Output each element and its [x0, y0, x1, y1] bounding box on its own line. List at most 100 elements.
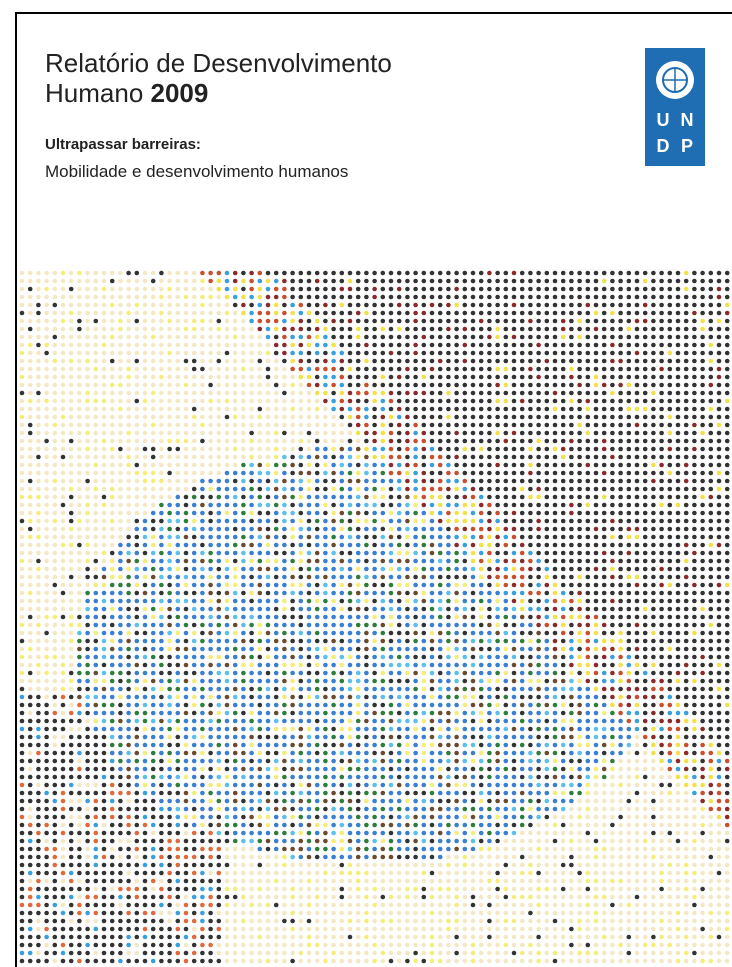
dot	[594, 287, 599, 292]
dot	[225, 663, 230, 668]
dot	[85, 599, 90, 604]
dot	[200, 407, 205, 412]
dot	[356, 543, 361, 548]
dot	[438, 607, 443, 612]
dot	[167, 447, 172, 452]
dot	[364, 311, 369, 316]
dot	[200, 439, 205, 444]
dot	[668, 279, 673, 284]
dot	[159, 727, 164, 732]
dot	[159, 647, 164, 652]
dot	[20, 671, 25, 676]
dot	[438, 647, 443, 652]
dot	[487, 567, 492, 572]
dot	[135, 559, 140, 564]
dot	[504, 655, 509, 660]
dot	[561, 391, 566, 396]
dot	[77, 695, 82, 700]
dot	[356, 455, 361, 460]
dot	[118, 407, 123, 412]
dot	[594, 599, 599, 604]
dot	[520, 343, 525, 348]
dot	[331, 511, 336, 516]
dot	[217, 471, 222, 476]
dot	[20, 575, 25, 580]
dot	[217, 519, 222, 524]
dot	[323, 367, 328, 372]
dot	[372, 567, 377, 572]
dot	[692, 711, 697, 716]
dot	[126, 671, 131, 676]
dot	[159, 631, 164, 636]
dot	[356, 703, 361, 708]
dot	[143, 727, 148, 732]
dot	[405, 535, 410, 540]
dot	[315, 343, 320, 348]
dot	[372, 367, 377, 372]
dot	[274, 519, 279, 524]
dot	[659, 375, 664, 380]
dot	[422, 463, 427, 468]
dot	[413, 687, 418, 692]
dot	[586, 279, 591, 284]
dot	[208, 311, 213, 316]
dot	[85, 663, 90, 668]
dot	[446, 439, 451, 444]
dot	[430, 439, 435, 444]
dot	[553, 423, 558, 428]
dot	[512, 303, 517, 308]
dot	[495, 535, 500, 540]
dot	[233, 591, 238, 596]
dot	[553, 287, 558, 292]
dot	[422, 319, 427, 324]
dot	[85, 527, 90, 532]
dot	[676, 423, 681, 428]
dot	[200, 703, 205, 708]
dot	[143, 359, 148, 364]
dot	[249, 607, 254, 612]
dot	[135, 303, 140, 308]
dot	[709, 655, 714, 660]
dot	[471, 319, 476, 324]
dot	[44, 503, 49, 508]
dot	[684, 647, 689, 652]
dot	[545, 591, 550, 596]
dot	[545, 343, 550, 348]
dot	[430, 575, 435, 580]
dot	[635, 367, 640, 372]
dot	[299, 447, 304, 452]
dot	[397, 631, 402, 636]
dot	[200, 383, 205, 388]
dot	[487, 623, 492, 628]
dot	[397, 535, 402, 540]
dot	[709, 335, 714, 340]
dot	[504, 463, 509, 468]
dot	[659, 599, 664, 604]
dot	[282, 327, 287, 332]
dot	[20, 631, 25, 636]
dot	[126, 431, 131, 436]
dot	[28, 607, 33, 612]
dot	[266, 399, 271, 404]
dot	[471, 335, 476, 340]
dot	[36, 615, 41, 620]
dot	[36, 303, 41, 308]
dot	[266, 503, 271, 508]
dot	[282, 487, 287, 492]
dot	[520, 375, 525, 380]
dot	[348, 423, 353, 428]
dot	[471, 575, 476, 580]
dot	[167, 335, 172, 340]
dot	[110, 311, 115, 316]
dot	[594, 663, 599, 668]
dot	[249, 639, 254, 644]
dot	[299, 399, 304, 404]
dot	[438, 703, 443, 708]
dot	[290, 711, 295, 716]
dot	[405, 327, 410, 332]
dot	[438, 287, 443, 292]
dot	[176, 407, 181, 412]
dot	[659, 543, 664, 548]
dot	[331, 455, 336, 460]
dot	[102, 487, 107, 492]
